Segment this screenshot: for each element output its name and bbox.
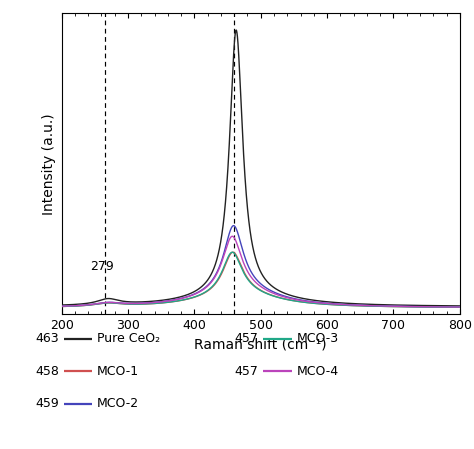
Text: MCO-4: MCO-4 (296, 365, 338, 378)
Text: Pure CeO₂: Pure CeO₂ (97, 333, 160, 345)
Text: MCO-1: MCO-1 (97, 365, 139, 378)
Text: MCO-2: MCO-2 (97, 397, 139, 410)
Text: 457: 457 (235, 365, 258, 378)
Text: 459: 459 (36, 397, 59, 410)
Text: 279: 279 (90, 260, 114, 273)
Text: MCO-3: MCO-3 (296, 333, 338, 345)
Text: 458: 458 (36, 365, 59, 378)
X-axis label: Raman shift (cm⁻¹): Raman shift (cm⁻¹) (194, 338, 327, 352)
Text: 457: 457 (235, 333, 258, 345)
Y-axis label: Intensity (a.u.): Intensity (a.u.) (42, 113, 56, 215)
Text: 463: 463 (36, 333, 59, 345)
